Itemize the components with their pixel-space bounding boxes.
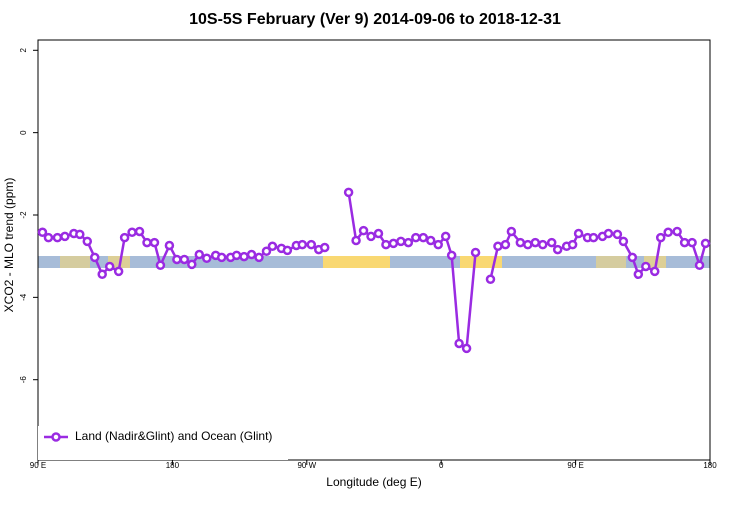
data-point — [149, 237, 160, 248]
data-point — [552, 244, 563, 255]
data-point — [119, 232, 130, 243]
data-point — [679, 237, 690, 248]
data-point — [446, 250, 457, 261]
y-tick-label: -4 — [19, 293, 28, 301]
data-point — [433, 239, 443, 250]
data-point — [254, 252, 264, 263]
data-point — [388, 238, 399, 249]
legend-marker — [51, 432, 61, 442]
data-point — [97, 269, 107, 280]
data-point — [179, 254, 190, 265]
data-point — [700, 238, 711, 249]
data-point — [618, 236, 629, 247]
legend-label: Land (Nadir&Glint) and Ocean (Glint) — [75, 429, 272, 443]
series-line — [41, 192, 707, 351]
data-point — [373, 228, 384, 239]
x-tick-label: 90 E — [30, 461, 46, 470]
data-point — [403, 237, 414, 248]
x-tick-label: 0 — [439, 461, 444, 470]
data-point — [506, 226, 517, 237]
x-tick-label: 90 E — [567, 461, 583, 470]
data-point — [216, 252, 227, 263]
data-point — [440, 231, 451, 242]
data-point — [493, 241, 503, 252]
data-point — [231, 250, 242, 261]
data-point — [530, 237, 541, 248]
data-point — [187, 259, 197, 270]
y-tick-label: 2 — [19, 48, 28, 53]
data-point — [546, 237, 557, 248]
data-point — [172, 254, 182, 265]
data-point — [573, 228, 584, 239]
data-point — [104, 261, 115, 272]
data-point — [194, 249, 205, 260]
data-point — [672, 226, 682, 237]
data-point — [649, 266, 660, 277]
data-point — [663, 227, 673, 238]
data-point — [60, 231, 70, 242]
data-point — [127, 227, 137, 238]
data-point — [655, 232, 666, 243]
data-point — [537, 239, 548, 250]
plot-frame — [37, 39, 711, 461]
data-point — [43, 232, 54, 243]
y-axis-label: XCO2 - MLO trend (ppm) — [2, 178, 16, 313]
data-point — [306, 239, 317, 250]
data-point — [239, 251, 249, 262]
data-point — [641, 261, 651, 272]
data-point — [627, 252, 638, 263]
data-point — [75, 229, 85, 240]
data-point — [343, 187, 354, 198]
data-point — [134, 226, 145, 237]
data-point — [267, 241, 278, 252]
data-point — [454, 338, 464, 349]
data-point — [142, 237, 152, 248]
data-point — [164, 240, 175, 251]
legend-box — [38, 426, 288, 460]
data-point — [381, 239, 391, 250]
data-point — [261, 246, 272, 256]
data-point — [687, 237, 697, 248]
data-point — [515, 237, 526, 248]
data-point — [500, 239, 511, 250]
data-point — [37, 227, 48, 238]
x-tick-label: 90 W — [297, 461, 316, 470]
data-point — [351, 235, 361, 246]
data-point — [396, 236, 406, 247]
data-point — [201, 253, 212, 263]
y-tick-label: -2 — [19, 211, 28, 219]
data-point — [470, 247, 481, 258]
data-point — [588, 232, 599, 243]
x-axis-label: Longitude (deg E) — [326, 475, 421, 489]
data-point — [155, 260, 166, 270]
data-point — [567, 239, 578, 250]
data-point — [633, 269, 644, 280]
chart-title: 10S-5S February (Ver 9) 2014-09-06 to 20… — [189, 11, 561, 28]
x-tick-label: 180 — [703, 461, 717, 470]
x-tick-label: 180 — [166, 461, 180, 470]
data-point — [246, 249, 257, 260]
data-point — [485, 274, 496, 284]
data-point — [603, 228, 614, 239]
data-point — [612, 229, 623, 240]
data-point — [358, 225, 369, 236]
data-point — [523, 239, 533, 250]
data-point — [366, 231, 376, 242]
data-point — [319, 242, 330, 253]
data-point — [82, 236, 93, 247]
data-point — [52, 232, 63, 243]
land-ocean-strip — [38, 256, 710, 268]
data-point — [694, 260, 705, 270]
y-tick-label: -6 — [19, 376, 28, 384]
data-point — [89, 252, 100, 263]
data-point — [411, 232, 421, 243]
data-point — [425, 235, 436, 246]
y-tick-label: 0 — [19, 130, 28, 135]
data-point — [113, 266, 124, 277]
data-point — [418, 232, 429, 243]
data-point — [297, 239, 308, 250]
data-point — [282, 245, 293, 256]
data-point — [461, 343, 472, 354]
